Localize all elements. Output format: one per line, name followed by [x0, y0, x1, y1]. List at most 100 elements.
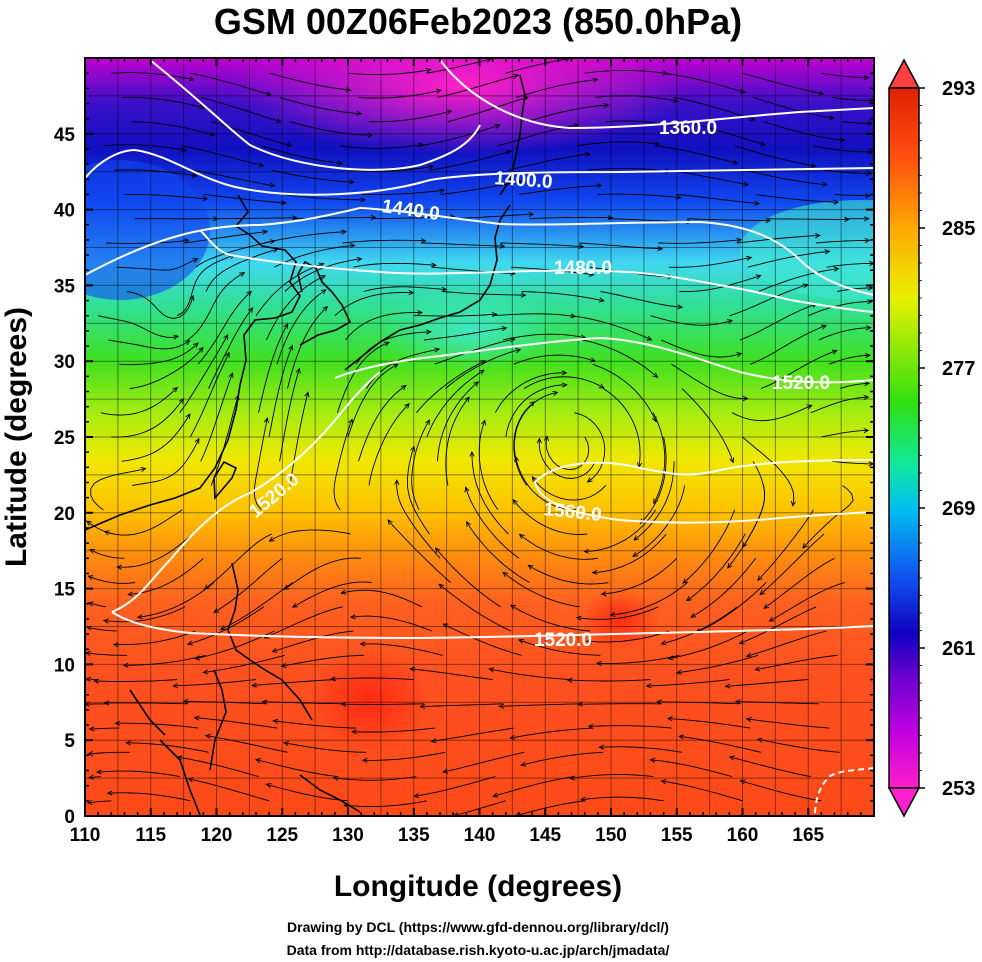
streamline-arrowhead	[88, 726, 95, 732]
streamline	[567, 679, 651, 682]
streamline	[273, 720, 356, 729]
streamline	[570, 774, 654, 779]
streamline	[695, 582, 767, 633]
streamline-arrowhead	[180, 147, 187, 153]
streamline-arrowhead	[428, 164, 435, 170]
streamline-arrowhead	[189, 295, 195, 302]
streamline	[810, 396, 869, 414]
colorbar-tick-label: 277	[942, 358, 975, 380]
streamline	[837, 287, 873, 292]
streamline-arrowhead	[727, 562, 733, 569]
streamline	[512, 499, 588, 535]
streamline	[760, 350, 837, 389]
streamline-arrowhead	[198, 104, 205, 110]
streamline	[602, 388, 641, 468]
streamline	[353, 262, 436, 268]
streamline-arrowhead	[192, 342, 199, 348]
y-tick-label: 25	[54, 428, 76, 449]
streamline	[652, 412, 666, 504]
streamline	[750, 325, 827, 365]
y-tick-label: 30	[54, 352, 75, 373]
streamline	[735, 701, 819, 705]
streamline	[655, 145, 738, 164]
streamline	[513, 391, 558, 462]
streamline	[516, 79, 598, 98]
streamline-arrowhead	[512, 73, 520, 79]
streamline	[418, 124, 500, 147]
streamline	[124, 193, 208, 200]
streamline-arrowhead	[505, 149, 512, 155]
streamline	[344, 800, 427, 807]
streamline	[358, 89, 441, 99]
streamline-arrowhead	[763, 603, 770, 609]
streamline	[271, 169, 354, 183]
streamline-arrowhead	[228, 372, 234, 379]
streamline-arrowhead	[569, 775, 576, 781]
streamline-arrowhead	[255, 758, 261, 764]
streamline	[429, 150, 511, 171]
streamline	[681, 388, 734, 463]
streamline	[107, 792, 191, 802]
streamline	[410, 668, 493, 681]
streamline	[88, 751, 130, 755]
streamline-arrowhead	[480, 419, 486, 426]
x-tick-label: 150	[595, 825, 627, 846]
streamline	[204, 533, 272, 590]
streamline	[362, 751, 446, 761]
streamline-arrowhead	[283, 740, 290, 746]
streamline-arrowhead	[757, 575, 763, 582]
streamline	[823, 169, 872, 174]
streamline	[262, 701, 346, 705]
streamline	[330, 677, 414, 681]
streamline	[802, 485, 854, 549]
streamline	[633, 461, 675, 541]
streamline	[528, 565, 609, 585]
streamline	[128, 557, 204, 595]
streamline	[686, 533, 746, 601]
streamline-arrowhead	[867, 299, 873, 305]
streamline	[493, 776, 575, 797]
streamline	[85, 652, 128, 656]
streamline-arrowhead	[351, 729, 357, 735]
streamline	[279, 96, 362, 115]
contour-label: 1480.0	[554, 258, 612, 279]
streamline	[411, 419, 430, 510]
streamline	[729, 756, 811, 778]
streamline-arrowhead	[224, 351, 230, 358]
streamline	[842, 121, 873, 124]
x-tick-label: 115	[135, 825, 166, 846]
streamline	[117, 533, 194, 568]
streamline-arrowhead	[464, 486, 470, 493]
streamline-arrowhead	[258, 162, 265, 168]
streamline-arrowhead	[759, 589, 766, 596]
streamline	[123, 654, 207, 666]
streamline	[284, 742, 367, 753]
streamline-arrowhead	[820, 324, 827, 330]
streamline	[668, 256, 752, 268]
streamline-arrowhead	[86, 799, 93, 805]
streamline	[334, 292, 414, 317]
streamline-arrowhead	[304, 391, 310, 398]
streamline-arrowhead	[223, 334, 229, 341]
streamline	[676, 193, 760, 205]
streamline	[115, 722, 199, 729]
streamline-arrowhead	[498, 703, 505, 709]
streamline	[213, 217, 297, 220]
streamline	[192, 169, 275, 187]
x-tick-label: 155	[661, 825, 693, 846]
streamline-arrowhead	[193, 715, 200, 721]
streamline	[746, 718, 830, 729]
streamline-arrowhead	[295, 367, 301, 374]
streamline-arrowhead	[198, 346, 204, 353]
streamline	[632, 485, 686, 557]
streamline-arrowhead	[588, 271, 595, 277]
streamline-arrowhead	[438, 583, 445, 589]
streamline-arrowhead	[815, 232, 821, 239]
streamline	[597, 193, 681, 199]
streamline	[489, 668, 572, 681]
streamline	[341, 589, 422, 608]
streamline-arrowhead	[394, 479, 400, 485]
streamline	[667, 718, 751, 729]
streamline-arrowhead	[86, 625, 93, 631]
streamline	[740, 780, 822, 802]
